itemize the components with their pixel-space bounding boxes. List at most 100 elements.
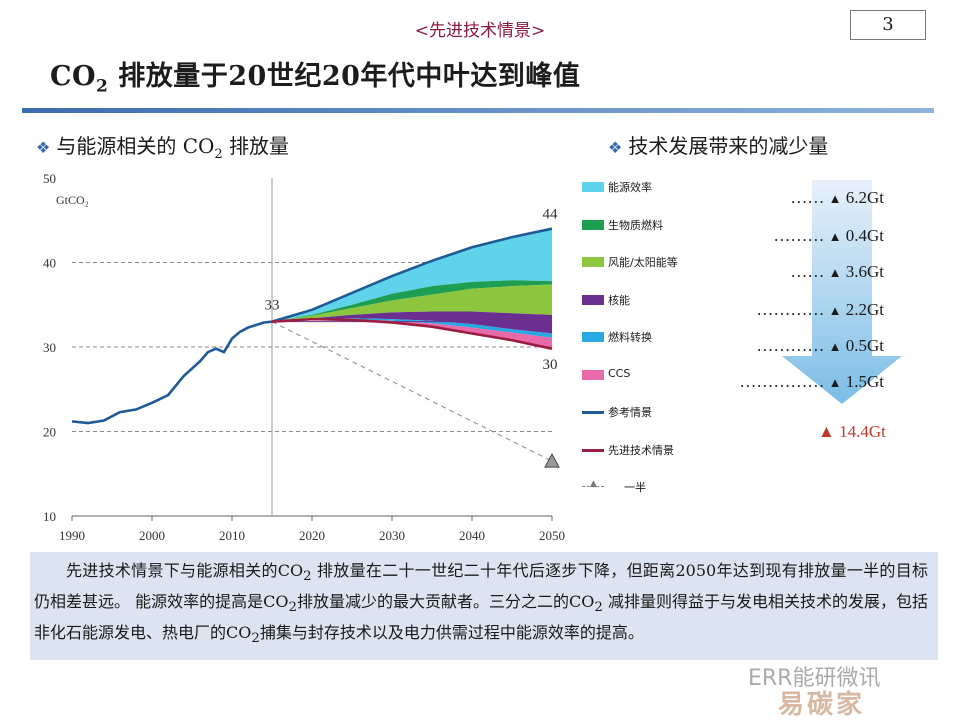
right-section-heading: ❖ 技术发展带来的减少量 bbox=[608, 130, 828, 159]
x-tick-label: 2050 bbox=[539, 528, 565, 543]
x-tick-label: 1990 bbox=[59, 528, 85, 543]
legend-label: 能源效率 bbox=[608, 181, 652, 194]
caption-part: 减排量则得益于与发电相关技术的发展，包括非化石能源发电、热电厂的CO bbox=[34, 592, 928, 643]
up-triangle-icon: ▲ bbox=[828, 191, 842, 206]
legend-swatch bbox=[582, 369, 604, 380]
up-triangle-icon: ▲ bbox=[828, 303, 842, 318]
watermark-logo: 易碳家 bbox=[778, 690, 866, 720]
y-tick-label: 50 bbox=[43, 171, 56, 186]
annotation-label: 30 bbox=[543, 357, 558, 373]
left-heading-prefix: 与能源相关的 CO bbox=[56, 134, 215, 158]
legend-swatch bbox=[582, 182, 604, 192]
page-number: 3 bbox=[850, 10, 926, 40]
reduction-value: 3.6Gt bbox=[841, 262, 884, 281]
caption-box: 先进技术情景下与能源相关的CO2 排放量在二十一世纪二十年代后逐步下降，但距离2… bbox=[30, 552, 938, 660]
diamond-bullet-icon: ❖ bbox=[36, 138, 51, 157]
up-triangle-icon: ▲ bbox=[818, 422, 835, 441]
legend-swatch bbox=[582, 332, 604, 342]
wedge-4 bbox=[272, 311, 552, 334]
y-tick-label: 40 bbox=[43, 256, 56, 271]
up-triangle-icon: ▲ bbox=[828, 339, 842, 354]
legend-dash: ▲ bbox=[582, 479, 604, 489]
unit-label: GtCO₂ bbox=[56, 193, 89, 207]
up-triangle-icon: ▲ bbox=[828, 265, 842, 280]
left-heading-suffix: 排放量 bbox=[222, 134, 290, 158]
legend-label: 生物质燃料 bbox=[608, 218, 663, 232]
legend-label: 先进技术情景 bbox=[608, 443, 674, 457]
left-heading-sub: 2 bbox=[214, 147, 223, 162]
legend-label: 核能 bbox=[608, 293, 630, 307]
caption-sub: 2 bbox=[303, 569, 312, 585]
legend-swatch bbox=[582, 294, 604, 305]
reduction-leader: ………… bbox=[756, 336, 829, 355]
diamond-bullet-icon: ❖ bbox=[608, 138, 623, 157]
reduction-value: 0.5Gt bbox=[841, 336, 884, 355]
reduction-panel: …… ▲ 6.2Gt……… ▲ 0.4Gt…… ▲ 3.6Gt………… ▲ 2.… bbox=[700, 180, 940, 460]
y-tick-label: 20 bbox=[43, 425, 56, 440]
half-target-line bbox=[271, 321, 553, 462]
reduction-value: 2.2Gt bbox=[841, 300, 884, 319]
y-tick-label: 10 bbox=[43, 509, 56, 524]
historical-line bbox=[71, 320, 273, 425]
legend-line bbox=[582, 448, 604, 452]
total-reduction-value: 14.4Gt bbox=[839, 422, 886, 441]
down-arrow-icon bbox=[782, 180, 902, 404]
reduction-value: 6.2Gt bbox=[841, 188, 884, 207]
caption-part: 先进技术情景下与能源相关的CO bbox=[66, 561, 304, 580]
left-section-heading: ❖ 与能源相关的 CO2 排放量 bbox=[36, 130, 289, 162]
watermark: ERR能研微讯 bbox=[748, 666, 881, 691]
legend-label: 风能/太阳能等 bbox=[608, 256, 678, 269]
scenario-tag: <先进技术情景> bbox=[414, 21, 546, 41]
x-tick-label: 2010 bbox=[219, 528, 245, 543]
title-divider bbox=[22, 108, 934, 113]
x-tick-label: 2020 bbox=[299, 528, 325, 543]
reduction-item: …… ▲ 3.6Gt bbox=[790, 262, 884, 282]
title-part1: CO bbox=[50, 61, 97, 92]
y-tick-label: 30 bbox=[43, 340, 56, 355]
title-subscript: 2 bbox=[96, 76, 109, 97]
caption-sub: 2 bbox=[251, 631, 260, 647]
legend-label: 燃料转换 bbox=[608, 331, 652, 344]
reference-line bbox=[271, 227, 553, 323]
wedge-3 bbox=[272, 284, 552, 322]
wedge-5 bbox=[272, 318, 552, 338]
x-tick-label: 2000 bbox=[139, 528, 165, 543]
reduction-value: 0.4Gt bbox=[841, 226, 884, 245]
wedge-2 bbox=[272, 280, 552, 322]
caption-part: 排放量减少的最大贡献者。三分之二的CO bbox=[296, 592, 595, 612]
x-tick-label: 2030 bbox=[379, 528, 405, 543]
caption-part: 排放量在二十一世纪二十年代后逐步下降，但距离2050年达到现有排放量一半的目标仍… bbox=[34, 561, 928, 612]
reduction-leader: …… bbox=[790, 188, 829, 207]
reduction-leader: ………… bbox=[756, 300, 829, 319]
up-triangle-icon: ▲ bbox=[828, 375, 842, 390]
legend-label: 一半 bbox=[624, 481, 646, 494]
reduction-leader: ……… bbox=[773, 226, 829, 245]
caption-text: 先进技术情景下与能源相关的CO2 排放量在二十一世纪二十年代后逐步下降，但距离2… bbox=[30, 552, 938, 652]
total-reduction: ▲ 14.4Gt bbox=[818, 422, 886, 442]
page-title: CO2 排放量于20世纪20年代中叶达到峰值 bbox=[50, 54, 580, 96]
x-tick-label: 2040 bbox=[459, 528, 485, 543]
reduction-leader: …… bbox=[790, 262, 829, 281]
annotation-label: 33 bbox=[265, 298, 280, 314]
reduction-item: …………… ▲ 1.5Gt bbox=[739, 372, 884, 392]
half-target-marker bbox=[544, 453, 560, 468]
legend-line bbox=[582, 411, 604, 414]
reduction-value: 1.5Gt bbox=[841, 372, 884, 391]
title-part2: 排放量于20世纪20年代中叶达到峰值 bbox=[108, 61, 581, 92]
reduction-item: ………… ▲ 0.5Gt bbox=[756, 336, 884, 356]
wedge-6 bbox=[272, 319, 552, 349]
advanced-line bbox=[271, 317, 553, 350]
caption-sub: 2 bbox=[288, 600, 297, 616]
reduction-leader: …………… bbox=[739, 372, 829, 391]
legend-swatch bbox=[582, 257, 604, 267]
legend-swatch bbox=[582, 219, 604, 230]
up-triangle-icon: ▲ bbox=[828, 229, 842, 244]
caption-sub: 2 bbox=[594, 600, 603, 616]
reduction-item: …… ▲ 6.2Gt bbox=[790, 188, 884, 208]
reduction-item: ………… ▲ 2.2Gt bbox=[756, 300, 884, 320]
caption-part: 捕集与封存技术以及电力供需过程中能源效率的提高。 bbox=[259, 623, 644, 643]
annotation-label: 44 bbox=[543, 207, 559, 223]
reduction-item: ……… ▲ 0.4Gt bbox=[773, 226, 884, 246]
triangle-marker-icon: ▲ bbox=[590, 479, 597, 489]
right-heading-text: 技术发展带来的减少量 bbox=[628, 134, 829, 158]
